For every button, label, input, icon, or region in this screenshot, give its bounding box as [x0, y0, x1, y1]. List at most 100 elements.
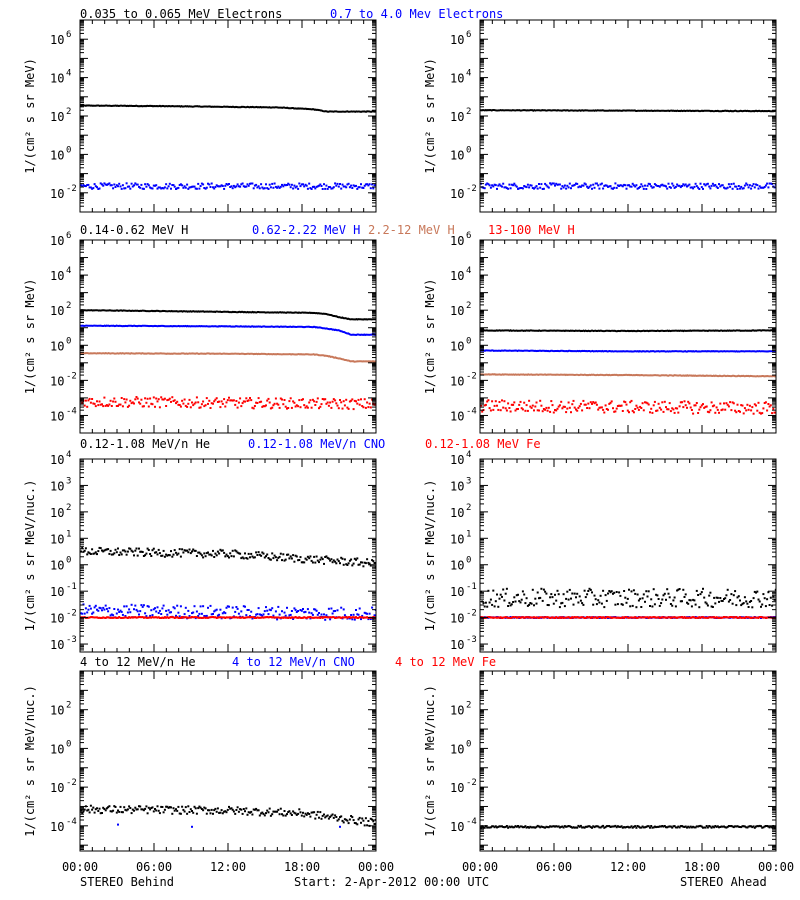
data-point — [493, 404, 496, 407]
data-point — [284, 614, 287, 617]
data-point — [253, 617, 256, 619]
data-point — [639, 826, 642, 829]
data-point — [277, 616, 280, 619]
data-point — [561, 407, 564, 410]
data-point — [681, 401, 683, 404]
data-point — [125, 605, 128, 608]
data-point — [657, 616, 660, 619]
y-tick-exponent: -2 — [466, 778, 477, 788]
data-point — [768, 604, 771, 606]
data-point — [357, 186, 360, 189]
data-point — [726, 616, 729, 619]
data-point — [343, 558, 346, 561]
data-point — [615, 826, 618, 829]
data-point — [673, 186, 676, 189]
data-point — [340, 606, 343, 609]
data-point — [372, 820, 375, 823]
data-point — [231, 808, 234, 811]
data-point — [626, 409, 629, 412]
data-point — [212, 549, 214, 552]
data-point — [195, 555, 198, 557]
data-point — [315, 616, 318, 619]
data-point — [220, 400, 223, 403]
data-point — [732, 616, 735, 619]
y-tick-exponent: 0 — [466, 145, 471, 155]
data-point — [483, 605, 486, 608]
data-point — [623, 617, 626, 619]
data-point — [631, 604, 634, 607]
data-point — [213, 809, 216, 812]
data-point — [369, 406, 372, 409]
data-point — [91, 548, 94, 551]
data-point — [588, 407, 591, 410]
plot-area — [80, 546, 376, 621]
data-point — [705, 825, 708, 827]
data-point — [523, 185, 526, 187]
data-point — [655, 409, 658, 412]
data-point — [113, 552, 116, 555]
data-point — [504, 407, 507, 410]
data-point — [158, 617, 161, 619]
data-point — [729, 401, 732, 404]
data-point — [594, 182, 597, 185]
data-point — [494, 616, 497, 619]
data-point — [300, 183, 303, 186]
data-point — [168, 182, 171, 185]
data-point — [303, 185, 306, 188]
data-point — [493, 616, 496, 619]
data-point — [636, 406, 639, 409]
data-point — [235, 606, 238, 608]
data-point — [657, 402, 660, 405]
data-point — [510, 183, 513, 186]
data-point — [671, 826, 674, 829]
data-point — [131, 616, 134, 619]
data-point — [674, 185, 677, 188]
data-point — [117, 404, 119, 407]
data-point — [697, 594, 700, 596]
data-point — [751, 184, 754, 187]
data-point — [237, 616, 240, 619]
data-point — [151, 616, 154, 618]
data-point — [102, 606, 105, 609]
data-point — [306, 187, 309, 190]
data-point — [335, 562, 338, 565]
data-point — [702, 616, 704, 619]
data-point — [352, 819, 355, 822]
data-point — [635, 606, 638, 609]
data-point — [125, 616, 128, 619]
data-point — [533, 826, 535, 829]
data-point — [327, 404, 330, 407]
data-point — [674, 605, 677, 608]
data-point — [524, 616, 527, 619]
data-point — [267, 613, 270, 616]
data-point — [182, 616, 185, 619]
data-point — [329, 559, 332, 562]
data-point — [295, 404, 298, 407]
y-tick-label: 10 — [50, 409, 64, 423]
data-point — [608, 402, 611, 405]
data-point — [350, 815, 353, 817]
data-point — [260, 812, 263, 815]
data-point — [234, 812, 237, 815]
data-point — [244, 605, 246, 608]
data-point — [362, 616, 365, 619]
data-point — [92, 611, 95, 614]
data-point — [191, 185, 193, 188]
data-point — [530, 826, 533, 829]
data-point — [552, 825, 555, 828]
data-point — [593, 826, 596, 829]
data-point — [746, 403, 749, 406]
data-point — [334, 560, 337, 563]
data-point — [91, 616, 94, 619]
data-point — [157, 398, 160, 401]
data-point — [257, 809, 260, 812]
data-point — [686, 601, 688, 604]
data-point — [713, 184, 716, 187]
data-point — [551, 825, 554, 828]
data-point — [665, 826, 667, 829]
data-point — [309, 187, 312, 190]
series-blue-line — [480, 349, 776, 353]
data-point — [588, 616, 591, 619]
data-point — [244, 185, 246, 188]
data-point — [350, 558, 353, 561]
